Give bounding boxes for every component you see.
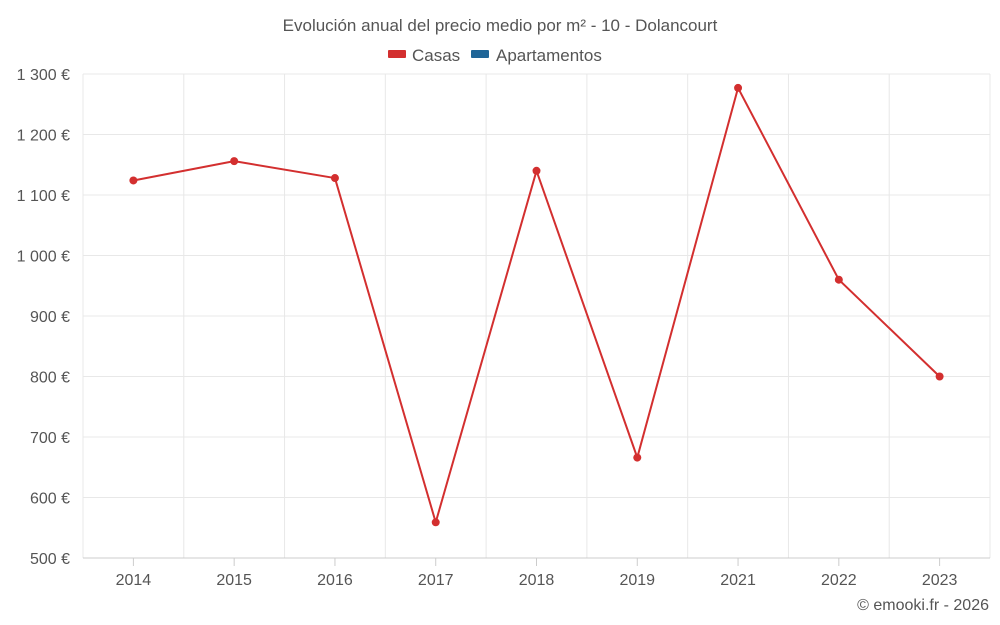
legend-swatch-apartamentos [471, 50, 489, 58]
y-axis-ticks: 1 300 € 1 200 € 1 100 € 1 000 € 900 € 800 € 70… [17, 67, 70, 568]
x-tick-label: 2022 [821, 572, 857, 589]
y-tick-label: 1 000 € [17, 249, 70, 266]
x-tick-label: 2016 [317, 572, 353, 589]
data-point[interactable] [431, 518, 440, 527]
data-point[interactable] [330, 174, 339, 183]
x-tick-label: 2021 [720, 572, 756, 589]
legend-label-casas: Casas [412, 46, 460, 65]
y-tick-label: 800 € [30, 370, 70, 387]
series-group [129, 83, 944, 527]
data-point[interactable] [230, 157, 239, 166]
series-line-casas [133, 86, 941, 524]
legend-item-apartamentos[interactable]: Apartamentos [471, 46, 602, 65]
y-tick-label: 1 200 € [17, 128, 70, 145]
legend: Casas Apartamentos [388, 46, 602, 65]
x-tick-label: 2019 [619, 572, 655, 589]
data-point[interactable] [532, 166, 541, 175]
chart-title: Evolución anual del precio medio por m² … [283, 16, 718, 35]
data-point[interactable] [935, 372, 944, 381]
legend-swatch-casas [388, 50, 406, 58]
legend-label-apartamentos: Apartamentos [496, 46, 602, 65]
y-tick-label: 900 € [30, 309, 70, 326]
legend-item-casas[interactable]: Casas [388, 46, 460, 65]
y-tick-label: 500 € [30, 551, 70, 568]
y-tick-label: 1 300 € [17, 67, 70, 84]
x-tick-label: 2015 [216, 572, 252, 589]
x-axis-ticks: 2014 2015 2016 2017 2018 2019 2021 2022 2023 [116, 572, 958, 589]
y-tick-label: 700 € [30, 430, 70, 447]
data-point[interactable] [633, 453, 642, 462]
data-point[interactable] [734, 83, 743, 92]
y-tick-label: 1 100 € [17, 188, 70, 205]
x-tick-label: 2014 [116, 572, 152, 589]
axes [83, 557, 990, 566]
x-tick-label: 2017 [418, 572, 454, 589]
x-tick-label: 2023 [922, 572, 958, 589]
data-point[interactable] [129, 176, 138, 185]
credit-text: © emooki.fr - 2026 [857, 597, 989, 614]
y-tick-label: 600 € [30, 491, 70, 508]
x-tick-label: 2018 [519, 572, 555, 589]
data-point[interactable] [834, 275, 843, 284]
grid [82, 73, 991, 558]
